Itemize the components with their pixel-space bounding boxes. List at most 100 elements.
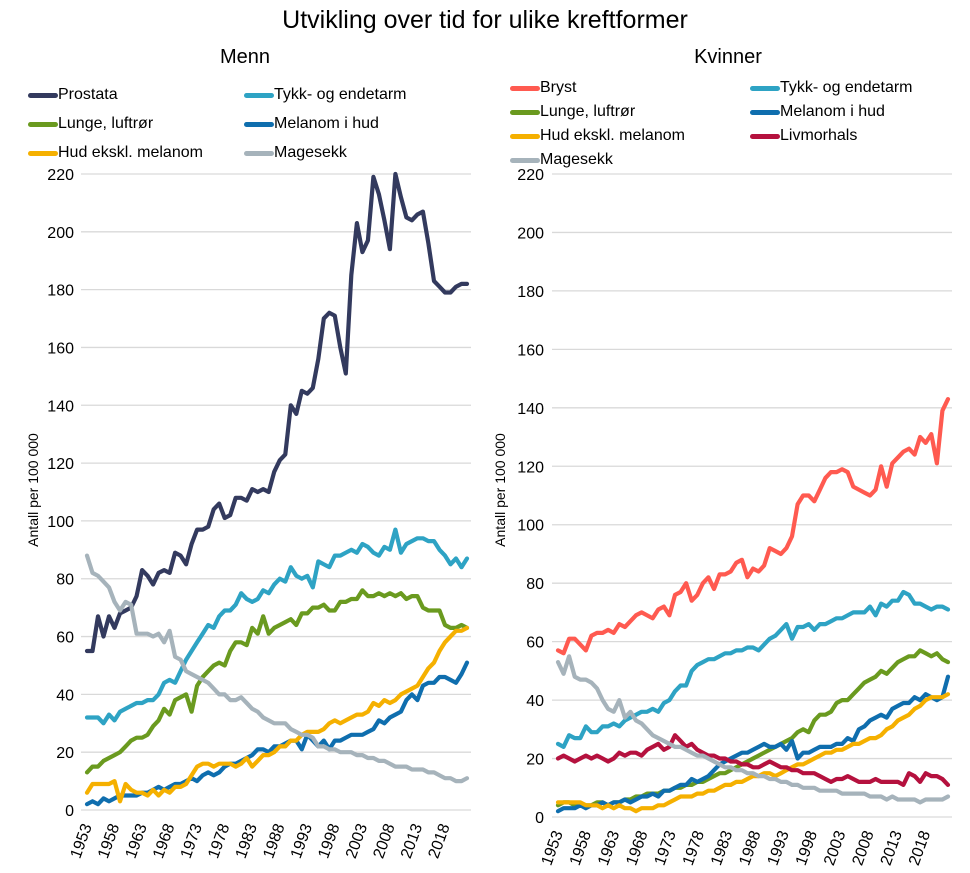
- y-tick-label: 0: [535, 810, 544, 827]
- x-tick-label: 1963: [595, 828, 623, 867]
- y-tick-label: 120: [47, 456, 74, 473]
- y-tick-label: 220: [47, 167, 74, 184]
- y-tick-label: 20: [56, 745, 74, 762]
- x-tick-label: 2013: [878, 828, 906, 867]
- legend-label: Melanom i hud: [780, 103, 885, 120]
- legend-swatch: [244, 150, 274, 156]
- y-axis-label: Antall per 100 000: [492, 433, 508, 547]
- x-tick-label: 1978: [205, 821, 233, 860]
- legend-label: Lunge, luftrør: [58, 115, 154, 132]
- x-tick-label: 1968: [623, 828, 651, 867]
- x-tick-label: 2013: [398, 821, 426, 860]
- y-tick-label: 40: [526, 693, 544, 710]
- x-tick-label: 1983: [233, 821, 261, 860]
- legend-item: Melanom i hud: [244, 115, 379, 133]
- x-tick-label: 1973: [178, 821, 206, 860]
- legend-label: Magesekk: [540, 151, 613, 168]
- x-tick-label: 1953: [539, 828, 567, 867]
- x-tick-label: 1968: [150, 821, 178, 860]
- x-tick-label: 1993: [765, 828, 793, 867]
- x-tick-label: 1983: [708, 828, 736, 867]
- legend-swatch: [750, 109, 780, 115]
- x-tick-label: 1953: [68, 821, 96, 860]
- series-line-melanom-i-hud: [555, 674, 951, 814]
- legend-item: Melanom i hud: [750, 103, 885, 121]
- x-tick-label: 1973: [652, 828, 680, 867]
- y-tick-label: 80: [56, 572, 74, 589]
- legend-item: Livmorhals: [750, 127, 857, 145]
- legend-label: Tykk- og endetarm: [780, 79, 913, 96]
- y-tick-label: 100: [517, 518, 544, 535]
- series-line-livmorhals: [555, 733, 951, 788]
- legend-item: Tykk- og endetarm: [750, 79, 913, 97]
- chart-1: 0 20 40 60 80 100 120 140 160 180 200 220 Antall per…: [492, 167, 952, 868]
- y-tick-label: 40: [56, 687, 74, 704]
- y-tick-label: 160: [517, 342, 544, 359]
- y-tick-label: 140: [47, 398, 74, 415]
- chart-0: 0 20 40 60 80 100 120 140 160 180 200 220 Antall per…: [25, 167, 471, 861]
- x-tick-label: 1958: [95, 821, 123, 860]
- legend-item: Lunge, luftrør: [510, 103, 635, 121]
- series-line-hud-ekskl-melanom: [84, 625, 470, 804]
- legend-item: Lunge, luftrør: [28, 115, 153, 133]
- series-line-tykk-og-endetarm: [555, 589, 951, 750]
- y-tick-label: 100: [47, 514, 74, 531]
- legend-swatch: [28, 92, 58, 98]
- y-axis-label: Antall per 100 000: [25, 433, 41, 547]
- x-tick-label: 1978: [680, 828, 708, 867]
- legend-item: Hud ekskl. melanom: [510, 127, 685, 145]
- x-tick-label: 1988: [260, 821, 288, 860]
- legend-item: Magesekk: [244, 144, 347, 162]
- legend-swatch: [28, 121, 58, 127]
- legend-swatch: [510, 157, 540, 163]
- legend-label: Lunge, luftrør: [540, 103, 636, 120]
- series-line-prostata: [84, 171, 470, 654]
- page-title: Utvikling over tid for ulike kreftformer: [282, 6, 688, 34]
- y-tick-label: 160: [47, 340, 74, 357]
- legend-swatch: [510, 85, 540, 91]
- legend-swatch: [244, 92, 274, 98]
- series-line-melanom-i-hud: [84, 660, 470, 807]
- legend-label: Magesekk: [274, 144, 347, 161]
- legend-label: Hud ekskl. melanom: [58, 144, 203, 161]
- y-tick-label: 200: [47, 225, 74, 242]
- x-tick-label: 1988: [736, 828, 764, 867]
- series-line-magesekk: [84, 553, 470, 784]
- legend-swatch: [510, 109, 540, 115]
- legend-label: Melanom i hud: [274, 115, 379, 132]
- legend-swatch: [750, 133, 780, 139]
- legend-swatch: [28, 150, 58, 156]
- x-tick-label: 1998: [793, 828, 821, 867]
- legend-item: Magesekk: [510, 151, 613, 169]
- legend-swatch: [750, 85, 780, 91]
- y-tick-label: 220: [517, 167, 544, 184]
- legend-label: Prostata: [58, 86, 118, 103]
- legend-item: Hud ekskl. melanom: [28, 144, 203, 162]
- y-tick-label: 60: [526, 635, 544, 652]
- legend-label: Livmorhals: [780, 127, 858, 144]
- legend-label: Bryst: [540, 79, 577, 96]
- legend-item: Prostata: [28, 86, 118, 104]
- x-tick-label: 1998: [315, 821, 343, 860]
- x-tick-label: 2008: [849, 828, 877, 867]
- series-line-lunge-luftrør: [84, 588, 470, 775]
- legend-swatch: [244, 121, 274, 127]
- legend-label: Tykk- og endetarm: [274, 86, 407, 103]
- y-tick-label: 20: [526, 752, 544, 769]
- series-line-tykk-og-endetarm: [84, 527, 470, 726]
- y-tick-label: 60: [56, 630, 74, 647]
- x-tick-label: 1963: [123, 821, 151, 860]
- x-tick-label: 2008: [371, 821, 399, 860]
- y-tick-label: 120: [517, 459, 544, 476]
- x-tick-label: 2018: [426, 821, 454, 860]
- series-line-bryst: [555, 397, 951, 656]
- legend-item: Bryst: [510, 79, 576, 97]
- y-tick-label: 180: [47, 283, 74, 300]
- y-tick-label: 80: [526, 576, 544, 593]
- series-line-magesekk: [555, 654, 951, 805]
- x-tick-label: 1993: [288, 821, 316, 860]
- series-line-hud-ekskl-melanom: [555, 692, 951, 814]
- chart-title-menn: Menn: [219, 46, 271, 68]
- y-tick-label: 140: [517, 401, 544, 418]
